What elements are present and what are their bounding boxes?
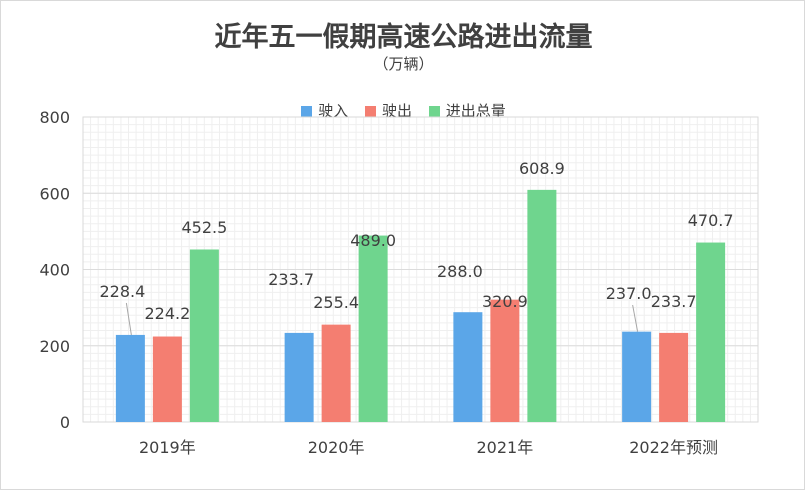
data-label: 228.4 xyxy=(99,282,145,301)
data-label: 320.9 xyxy=(482,292,528,311)
bar xyxy=(321,324,351,422)
x-tick-label: 2020年 xyxy=(308,438,365,457)
legend-label-outbound: 驶出 xyxy=(381,102,412,120)
legend-item-inbound: 驶入 xyxy=(301,100,348,121)
x-tick-label: 2022年预测 xyxy=(629,438,718,457)
leader-line xyxy=(632,304,639,332)
data-label: 224.2 xyxy=(144,304,190,323)
bar xyxy=(189,249,219,422)
x-tick-label: 2019年 xyxy=(139,438,196,457)
bar xyxy=(152,336,182,422)
bar xyxy=(659,332,689,422)
legend-item-outbound: 驶出 xyxy=(364,100,412,121)
data-label: 255.4 xyxy=(313,293,359,312)
y-tick-label: 0 xyxy=(60,413,70,432)
legend-label-total: 进出总量 xyxy=(445,102,506,120)
legend-swatch-total xyxy=(428,106,440,117)
chart-title: 近年五一假期高速公路进出流量 xyxy=(214,22,593,53)
data-label: 237.0 xyxy=(606,284,652,303)
bar xyxy=(115,334,145,422)
legend-label-inbound: 驶入 xyxy=(318,102,349,120)
bar xyxy=(696,242,726,422)
leader-line xyxy=(125,302,132,335)
bar xyxy=(490,299,520,422)
y-tick-label: 400 xyxy=(39,261,70,280)
plot-border xyxy=(82,116,759,423)
y-tick-label: 200 xyxy=(39,337,70,356)
data-label: 233.7 xyxy=(268,270,314,289)
data-label: 452.5 xyxy=(181,218,227,237)
legend-swatch-inbound xyxy=(301,106,313,117)
data-label: 489.0 xyxy=(350,231,396,250)
legend-item-total: 进出总量 xyxy=(428,100,506,121)
legend: 驶入 驶出 进出总量 xyxy=(1,100,804,121)
y-tick-label: 600 xyxy=(39,184,70,203)
bar xyxy=(453,312,483,422)
x-tick-label: 2021年 xyxy=(477,438,534,457)
bar xyxy=(527,189,557,422)
chart-subtitle: （万辆） xyxy=(373,55,434,73)
data-label: 288.0 xyxy=(437,262,483,281)
y-tick-label: 800 xyxy=(39,108,70,127)
bar xyxy=(284,332,314,422)
data-label: 233.7 xyxy=(651,292,697,311)
bar xyxy=(358,235,388,422)
data-label: 608.9 xyxy=(519,159,565,178)
data-label: 470.7 xyxy=(688,211,734,230)
bar xyxy=(622,331,652,422)
legend-swatch-outbound xyxy=(364,106,376,117)
